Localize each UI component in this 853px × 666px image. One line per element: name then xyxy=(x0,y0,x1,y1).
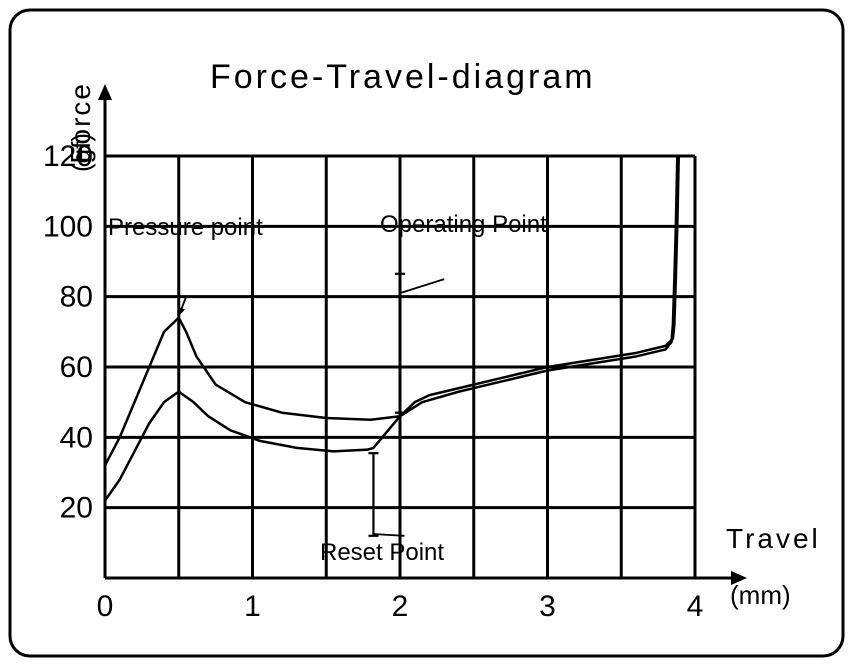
chart-title: Force-Travel-diagram xyxy=(210,58,596,96)
x-tick-label: 0 xyxy=(97,590,114,623)
annotation-label: Reset Point xyxy=(320,539,444,566)
y-tick-label: 40 xyxy=(60,421,93,454)
y-tick-label: 60 xyxy=(60,351,93,384)
x-axis-label: Travel xyxy=(726,523,821,554)
y-tick-label: 100 xyxy=(43,210,93,243)
y-tick-label: 20 xyxy=(60,492,93,525)
y-axis-unit: (gf) xyxy=(66,133,96,172)
x-tick-label: 1 xyxy=(244,590,261,623)
x-axis-unit: (mm) xyxy=(730,580,791,610)
annotation-label: Operating Point xyxy=(380,211,547,238)
force-travel-chart: 2040608010012001234Force(gf)Travel(mm)Fo… xyxy=(0,0,853,666)
x-tick-label: 3 xyxy=(539,590,556,623)
x-tick-label: 2 xyxy=(392,590,409,623)
annotation-label: Pressure point xyxy=(108,214,263,241)
x-tick-label: 4 xyxy=(687,590,704,623)
y-tick-label: 80 xyxy=(60,281,93,314)
